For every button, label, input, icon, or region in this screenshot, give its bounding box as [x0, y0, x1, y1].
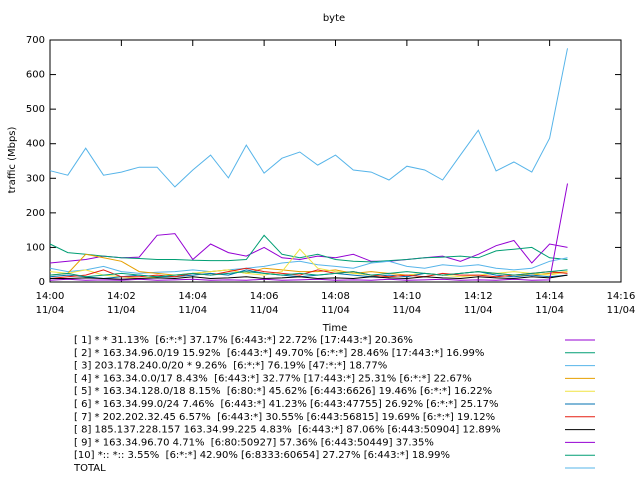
legend-label: [ 6] * 163.34.99.0/24 7.46% [6:443:*] 41… — [74, 399, 499, 410]
x-tick-date: 11/04 — [321, 305, 350, 316]
x-tick-date: 11/04 — [535, 305, 564, 316]
y-tick-label: 0 — [39, 277, 45, 288]
y-tick-label: 600 — [26, 70, 45, 81]
legend-label: [ 9] * 163.34.96.70 4.71% [6:80:50927] 5… — [74, 437, 434, 448]
x-tick-date: 11/04 — [464, 305, 493, 316]
x-tick-label: 14:06 — [250, 291, 279, 302]
x-tick-date: 11/04 — [36, 305, 65, 316]
y-axis-label: traffic (Mbps) — [7, 126, 18, 193]
x-tick-date: 11/04 — [392, 305, 421, 316]
x-tick-date: 11/04 — [607, 305, 636, 316]
x-tick-date: 11/04 — [250, 305, 279, 316]
legend-label: [ 7] * 202.202.32.45 6.57% [6:443:*] 30.… — [74, 412, 495, 423]
series-line — [50, 274, 568, 280]
series-line — [49, 257, 568, 274]
legend-label: [ 8] 185.137.228.157 163.34.99.225 4.83%… — [74, 425, 501, 436]
series-line — [49, 267, 568, 279]
legend-label: [ 4] * 163.34.0.0/17 8.43% [6:443:*] 32.… — [74, 373, 472, 384]
x-tick-label: 14:08 — [321, 291, 350, 302]
legend-label: [10] *:: *:: 3.55% [6:*:*] 42.90% [6:833… — [74, 450, 450, 461]
x-tick-label: 14:12 — [464, 291, 493, 302]
series-line — [49, 269, 568, 278]
x-tick-label: 14:00 — [36, 291, 65, 302]
x-tick-label: 14:14 — [535, 291, 564, 302]
series-line — [49, 233, 568, 264]
chart-title: byte — [323, 13, 345, 24]
y-tick-label: 400 — [26, 139, 45, 150]
y-tick-label: 500 — [26, 104, 45, 115]
legend-label: [ 1] * * 31.13% [6:*:*] 37.17% [6:443:*]… — [74, 335, 413, 346]
x-tick-label: 14:10 — [392, 291, 421, 302]
legend-label: [ 3] 203.178.240.0/20 * 9.26% [6:*:*] 76… — [74, 361, 387, 372]
x-tick-date: 11/04 — [178, 305, 207, 316]
x-tick-label: 14:02 — [107, 291, 136, 302]
series-line — [49, 183, 568, 281]
x-axis-label: Time — [322, 323, 347, 334]
y-tick-label: 300 — [26, 173, 45, 184]
legend-label: [ 5] * 163.34.128.0/18 8.15% [6:80:*] 45… — [74, 386, 492, 397]
x-tick-label: 14:04 — [178, 291, 207, 302]
series-line — [49, 48, 568, 188]
legend-label: [ 2] * 163.34.96.0/19 15.92% [6:443:*] 4… — [74, 348, 484, 359]
y-tick-label: 700 — [26, 35, 45, 46]
legend-label: TOTAL — [73, 463, 106, 474]
x-tick-label: 14:16 — [607, 291, 636, 302]
x-tick-date: 11/04 — [107, 305, 136, 316]
y-tick-label: 100 — [26, 242, 45, 253]
y-tick-label: 200 — [26, 208, 45, 219]
series-line — [49, 234, 568, 263]
